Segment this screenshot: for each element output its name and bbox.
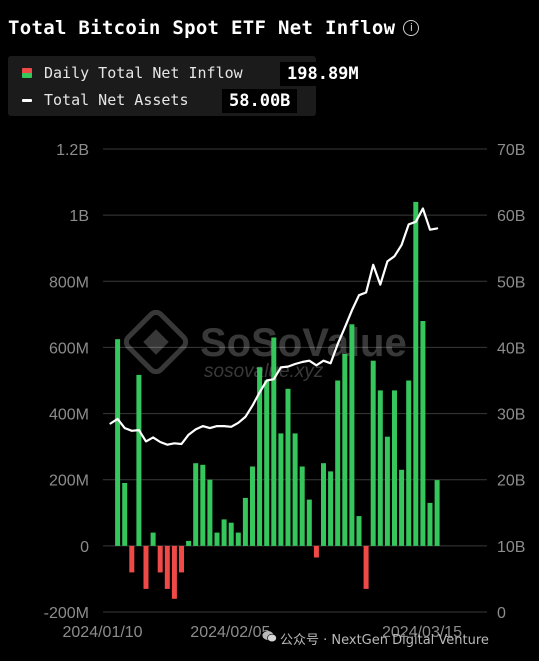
inflow-bar <box>157 545 163 573</box>
inflow-bar <box>171 545 177 599</box>
inflow-bar <box>122 483 128 546</box>
inflow-bar <box>285 388 291 546</box>
inflow-bar <box>370 360 376 546</box>
x-tick-label: 2024/03/15 <box>382 624 462 641</box>
left-tick-label: 0 <box>80 539 89 556</box>
inflow-bar <box>250 466 255 546</box>
legend-inflow-value: 198.89M <box>280 62 366 86</box>
right-tick-label: 40B <box>497 340 525 357</box>
inflow-bar <box>257 367 263 546</box>
inflow-bar <box>377 390 383 546</box>
inflow-bar <box>136 374 142 546</box>
total-net-assets-line <box>109 207 439 446</box>
wechat-icon <box>262 631 277 643</box>
inflow-bar <box>406 380 412 546</box>
watermark-site: sosovalue.xyz <box>204 361 324 382</box>
bar-layer <box>115 201 440 599</box>
line-swatch-icon <box>22 98 32 102</box>
line-layer <box>109 207 439 446</box>
inflow-bar <box>278 433 284 546</box>
watermark-brand: SoSoValue <box>200 321 407 365</box>
inflow-bar <box>335 380 341 546</box>
inflow-bar <box>363 545 369 589</box>
left-axis: 1.2B 1B 800M 600M 400M 200M 0 -200M <box>44 142 89 622</box>
right-tick-label: 10B <box>497 539 525 556</box>
inflow-bar <box>143 545 149 589</box>
inflow-bar <box>200 464 206 546</box>
chart-header: Total Bitcoin Spot ETF Net Inflow i <box>8 14 420 42</box>
inflow-bar <box>413 201 419 546</box>
inflow-bar <box>186 540 192 546</box>
left-tick-label: 600M <box>49 340 89 357</box>
right-tick-label: 30B <box>497 407 525 424</box>
left-tick-label: 200M <box>49 473 89 490</box>
left-tick-label: -200M <box>44 605 89 622</box>
inflow-bar <box>392 390 397 546</box>
left-tick-label: 800M <box>49 274 89 291</box>
legend-inflow-label: Daily Total Net Inflow <box>44 64 243 82</box>
inflow-bar <box>150 532 156 546</box>
sosovalue-logo-icon <box>123 309 189 375</box>
inflow-bar <box>328 471 334 546</box>
inflow-bar <box>193 463 199 546</box>
right-tick-label: 50B <box>497 274 525 291</box>
inflow-bar <box>349 324 355 546</box>
legend-item-inflow[interactable]: Daily Total Net Inflow <box>22 61 243 85</box>
inflow-bar <box>356 516 362 546</box>
footer-watermark: 公众号 · NextGen Digital Venture <box>280 633 489 648</box>
right-tick-label: 60B <box>497 208 525 225</box>
right-tick-label: 0 <box>497 605 506 622</box>
inflow-bar <box>434 480 440 546</box>
inflow-bar <box>313 545 319 558</box>
right-tick-label: 70B <box>497 142 525 159</box>
inflow-bar <box>399 469 405 546</box>
left-tick-label: 1B <box>69 208 89 225</box>
inflow-bar <box>292 433 298 546</box>
info-icon[interactable]: i <box>403 20 420 36</box>
inflow-bar <box>271 337 277 546</box>
inflow-bar <box>129 545 135 573</box>
legend-item-assets[interactable]: Total Net Assets <box>22 88 189 112</box>
x-axis: 2024/01/10 2024/02/05 2024/03/15 <box>63 624 463 641</box>
watermark: SoSoValue sosovalue.xyz <box>123 309 407 382</box>
left-tick-label: 400M <box>49 407 89 424</box>
inflow-bar <box>235 532 241 546</box>
inflow-bar <box>427 502 433 546</box>
inflow-bar <box>384 436 390 546</box>
inflow-bar <box>342 354 348 546</box>
inflow-bar <box>207 479 213 546</box>
x-tick-label: 2024/02/05 <box>190 624 270 641</box>
inflow-bar <box>306 499 312 546</box>
inflow-bar <box>221 519 227 546</box>
right-axis: 70B 60B 50B 40B 30B 20B 10B 0 <box>497 142 525 622</box>
bar-swatch-icon <box>22 68 32 78</box>
inflow-bar <box>164 545 170 589</box>
inflow-bar <box>264 380 270 546</box>
inflow-bar <box>420 321 426 546</box>
inflow-bar <box>179 545 184 573</box>
inflow-bar <box>214 532 220 546</box>
inflow-bar <box>321 463 326 546</box>
right-tick-label: 20B <box>497 473 525 490</box>
left-tick-label: 1.2B <box>56 142 89 159</box>
inflow-bar <box>242 497 248 546</box>
legend-assets-label: Total Net Assets <box>44 91 189 109</box>
chart-title: Total Bitcoin Spot ETF Net Inflow <box>8 17 396 39</box>
inflow-bar <box>299 466 305 546</box>
x-tick-label: 2024/01/10 <box>63 624 143 641</box>
legend-assets-value: 58.00B <box>222 89 298 113</box>
inflow-bar <box>115 339 121 546</box>
inflow-bar <box>228 522 234 546</box>
